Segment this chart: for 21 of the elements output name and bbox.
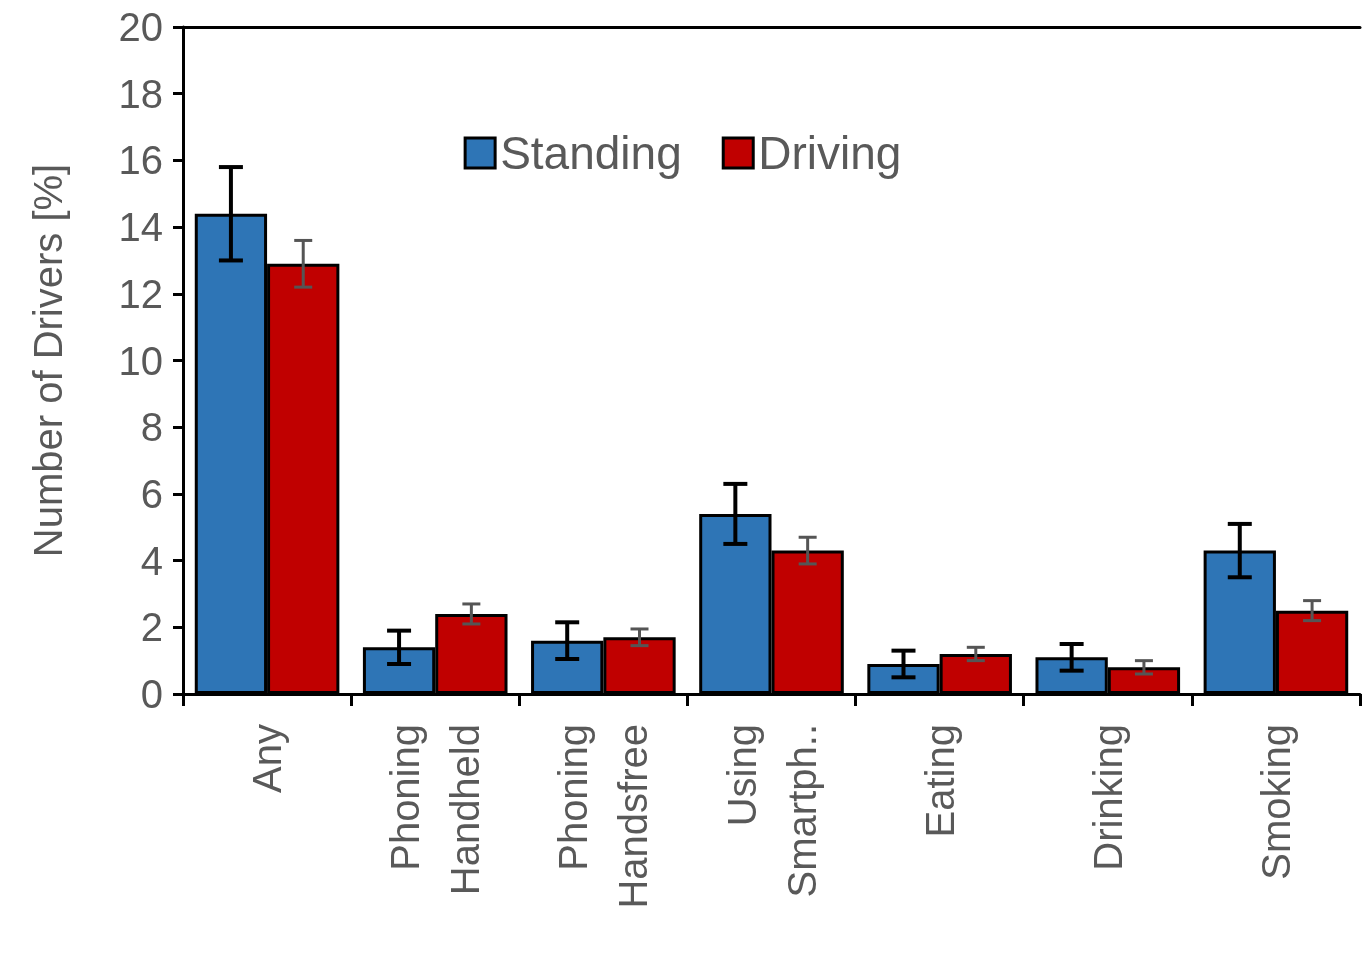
x-tick-label: Drinking (1085, 724, 1130, 871)
y-tick-label: 8 (140, 405, 163, 450)
y-tick-label: 4 (140, 538, 163, 583)
y-tick-label: 14 (118, 205, 163, 250)
y-tick-label: 18 (118, 71, 163, 116)
y-tick-label: 2 (140, 605, 163, 650)
y-tick-label: 6 (140, 471, 163, 516)
x-tick-label: Eating (917, 724, 962, 838)
y-tick-label: 0 (140, 672, 163, 716)
y-tick-label: 10 (118, 338, 163, 383)
legend-label: Standing (500, 127, 682, 179)
x-tick-label: Using Smartph.. (719, 724, 824, 898)
x-tick-label: Smoking (1253, 724, 1298, 880)
x-tick-label: Phoning Handheld (383, 724, 488, 896)
x-tick-label: Any (245, 724, 290, 793)
legend-label: Driving (758, 127, 902, 179)
x-tick-label: Phoning Handsfree (551, 724, 656, 909)
y-tick-label: 12 (118, 271, 163, 316)
y-tick-label: 16 (118, 138, 163, 183)
y-tick-label: 20 (118, 5, 163, 49)
y-axis-title: Number of Drivers [%] (26, 163, 70, 558)
